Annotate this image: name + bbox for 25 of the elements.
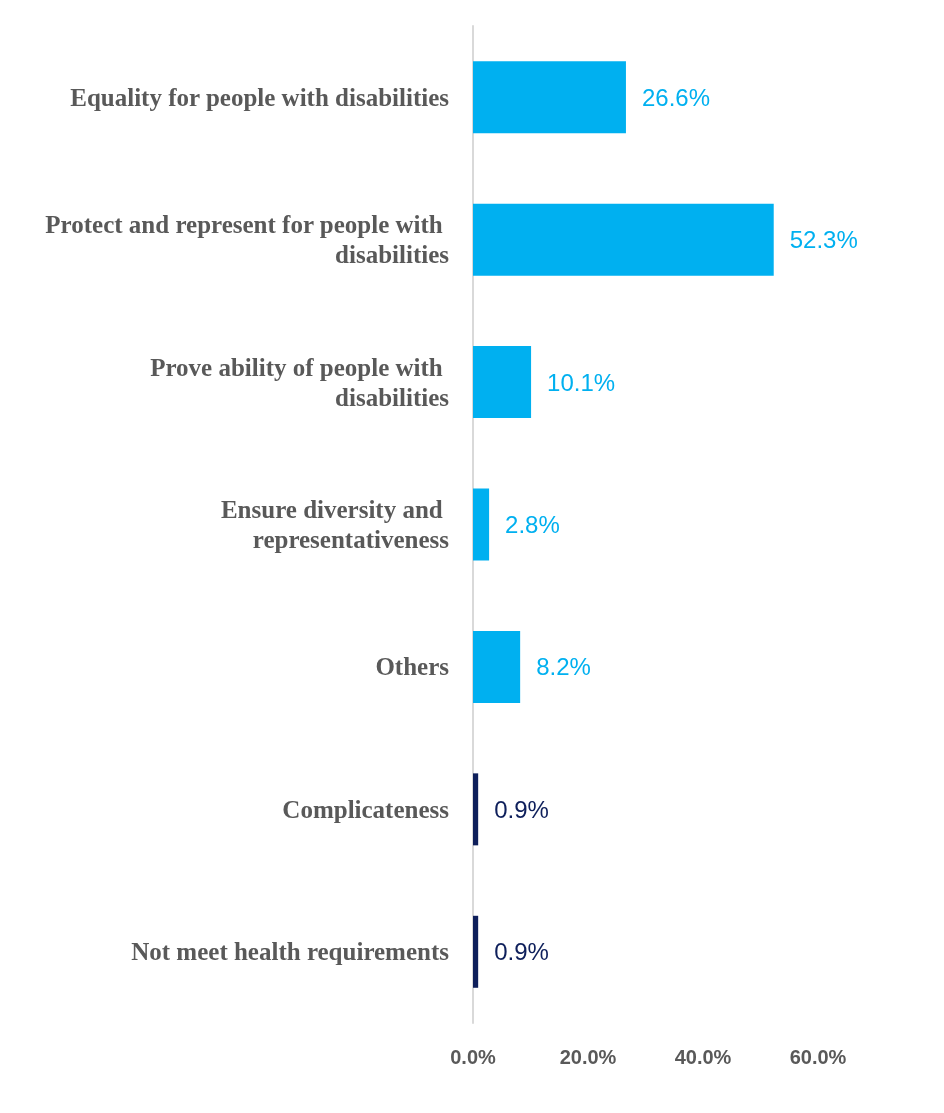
- data-label: 10.1%: [547, 368, 616, 396]
- bar: [473, 203, 774, 276]
- data-label: 2.8%: [505, 511, 560, 538]
- data-label: 52.3%: [789, 226, 858, 254]
- bar: [473, 630, 521, 703]
- y-tick-label: Protect and represent for people with disabilities: [45, 211, 450, 269]
- y-tick-label: Others: [375, 653, 450, 681]
- data-label: 0.9%: [494, 938, 549, 966]
- x-tick-label: 0.0%: [450, 1046, 497, 1068]
- x-tick-label: 40.0%: [674, 1046, 732, 1068]
- bar: [473, 61, 626, 134]
- data-label: 26.6%: [641, 83, 711, 111]
- y-tick-label: Equality for people with disabilities: [70, 83, 450, 111]
- data-label: 0.9%: [494, 795, 549, 823]
- y-tick-label: Ensure diversity and representativeness: [220, 496, 450, 553]
- y-tick-label: Prove ability of people with disabilities: [150, 353, 450, 411]
- bar: [473, 488, 490, 561]
- y-tick-label: Not meet health requirements: [131, 938, 450, 966]
- y-tick-label: Complicateness: [282, 795, 450, 823]
- bar: [473, 915, 479, 988]
- x-tick-label: 60.0%: [789, 1046, 847, 1068]
- bar: [473, 773, 479, 846]
- bar: [473, 346, 532, 419]
- x-tick-label: 20.0%: [559, 1046, 617, 1068]
- data-label: 8.2%: [536, 653, 591, 681]
